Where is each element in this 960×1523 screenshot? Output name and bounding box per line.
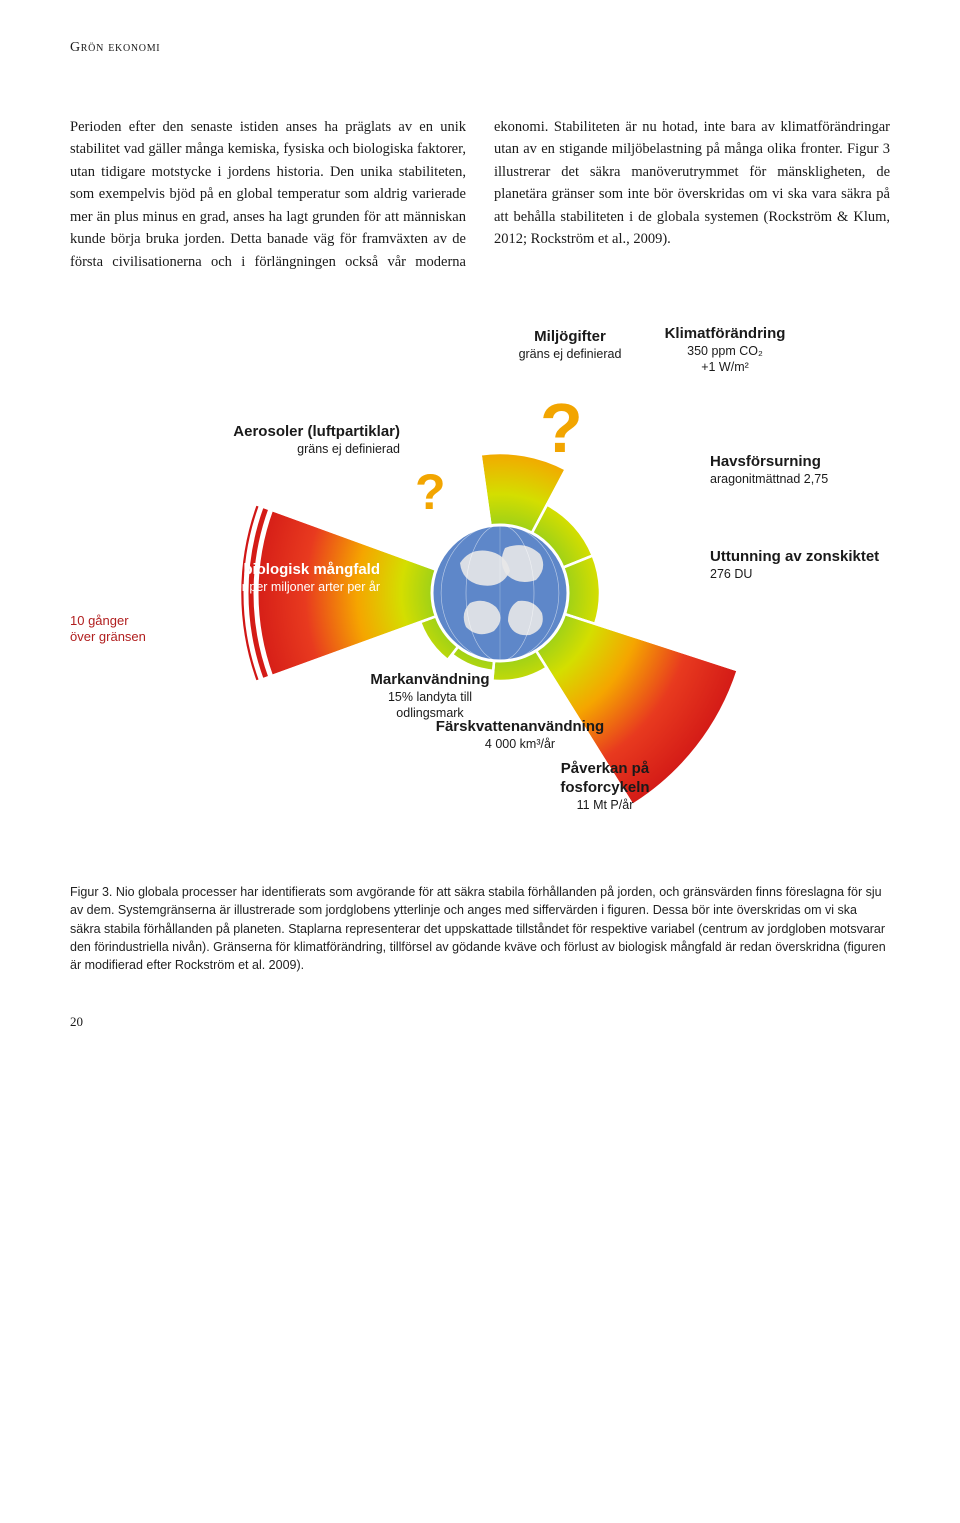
label-fosfor: Påverkan på fosforcykeln 11 Mt P/år [545,760,665,813]
label-bio: Förlust av biologisk mångfald 10 utdöda … [120,561,380,595]
label-ozon: Uttunning av zonskiktet 276 DU [710,548,890,582]
label-bio-title: Förlust av biologisk mångfald [120,561,380,580]
body-paragraph: Perioden efter den senaste istiden anses… [70,116,890,273]
label-aero-sub: gräns ej definierad [200,442,400,458]
label-hav: Havsförsurning aragonitmättnad 2,75 [710,453,880,487]
label-klimat-sub2: +1 W/m² [640,360,810,376]
label-kvave-title: Påverkan på kvävecykeln [710,713,830,751]
label-miljo: Miljögifter gräns ej definierad [490,328,650,362]
over-limit-label: 10 gånger över gränsen [70,613,146,644]
label-fosfor-title: Påverkan på fosforcykeln [545,760,665,798]
label-farskvatten-sub: 4 000 km³/år [415,737,625,753]
label-ozon-sub: 276 DU [710,567,890,583]
label-aero: Aerosoler (luftpartiklar) gräns ej defin… [200,423,400,457]
label-hav-sub: aragonitmättnad 2,75 [710,472,880,488]
figure-caption: Figur 3. Nio globala processer har ident… [70,883,890,974]
label-mark: Markanvändning 15% landyta till odlingsm… [350,671,510,721]
question-mark-icon: ? [415,463,446,521]
label-fosfor-sub: 11 Mt P/år [545,798,665,814]
label-ozon-title: Uttunning av zonskiktet [710,548,890,567]
over-limit-line1: 10 gånger [70,613,129,628]
label-kvave: Påverkan på kvävecykeln 35 Mt N/år [710,713,830,766]
label-klimat-title: Klimatförändring [640,325,810,344]
label-mark-title: Markanvändning [350,671,510,690]
planetary-boundaries-figure: Miljögifter gräns ej definierad Klimatfö… [70,313,890,853]
label-kvave-sub: 35 Mt N/år [710,751,830,767]
label-hav-title: Havsförsurning [710,453,880,472]
label-klimat: Klimatförändring 350 ppm CO₂ +1 W/m² [640,325,810,375]
label-miljo-title: Miljögifter [490,328,650,347]
page-number: 20 [70,1014,890,1030]
label-farskvatten: Färskvattenanvändning 4 000 km³/år [415,718,625,752]
label-aero-title: Aerosoler (luftpartiklar) [200,423,400,442]
label-mark-sub2: odlingsmark [350,706,510,722]
label-bio-sub: 10 utdöda arter per miljoner arter per å… [120,580,380,596]
label-miljo-sub: gräns ej definierad [490,347,650,363]
label-klimat-sub1: 350 ppm CO₂ [640,344,810,360]
running-head: Grön ekonomi [70,40,890,56]
question-mark-icon: ? [540,388,583,468]
over-limit-line2: över gränsen [70,629,146,644]
label-mark-sub1: 15% landyta till [350,690,510,706]
